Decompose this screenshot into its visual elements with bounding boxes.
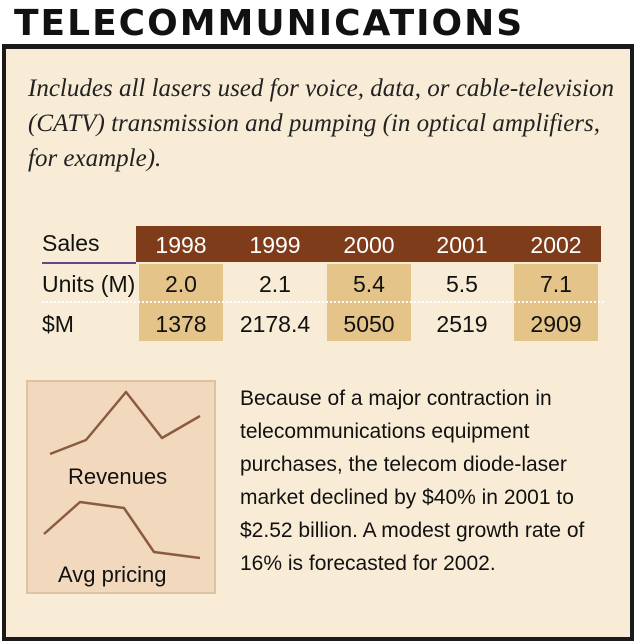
section-title: TELECOMMUNICATIONS xyxy=(14,3,525,44)
table-cell: 2178.4 xyxy=(239,311,311,337)
revenues-label: Revenues xyxy=(68,464,168,489)
info-panel: Includes all lasers used for voice, data… xyxy=(2,44,634,641)
table-cell: 5050 xyxy=(343,311,395,337)
row-label-units: Units (M) xyxy=(42,271,136,297)
avg-pricing-label: Avg pricing xyxy=(58,562,167,587)
pricing-trend-line xyxy=(43,500,201,560)
revenues-trend-line xyxy=(49,390,201,456)
intro-text: Includes all lasers used for voice, data… xyxy=(28,75,614,172)
table-cell: 7.1 xyxy=(540,271,572,297)
year-header: 2000 xyxy=(343,232,395,258)
table-cell: 1378 xyxy=(155,311,207,337)
year-header: 1999 xyxy=(249,232,301,258)
trend-sketch xyxy=(43,390,201,560)
row-divider xyxy=(42,301,604,303)
table-header-bar xyxy=(136,226,601,262)
year-header: 2001 xyxy=(436,232,488,258)
trend-inset: Revenues Avg pricing xyxy=(26,380,216,594)
table-cell: 2909 xyxy=(530,311,582,337)
table-cell: 5.4 xyxy=(353,271,385,297)
year-header: 2002 xyxy=(530,232,582,258)
table-cell: 2.0 xyxy=(165,271,197,297)
table-cell: 2519 xyxy=(436,311,488,337)
table-corner-label: Sales xyxy=(42,230,100,256)
row-label-dollars: $M xyxy=(42,311,74,337)
table-cell: 2.1 xyxy=(259,271,291,297)
summary-text: Because of a major contraction in teleco… xyxy=(240,387,585,575)
table-cell: 5.5 xyxy=(446,271,478,297)
year-header: 1998 xyxy=(155,232,207,258)
corner-label-underline xyxy=(42,262,136,264)
